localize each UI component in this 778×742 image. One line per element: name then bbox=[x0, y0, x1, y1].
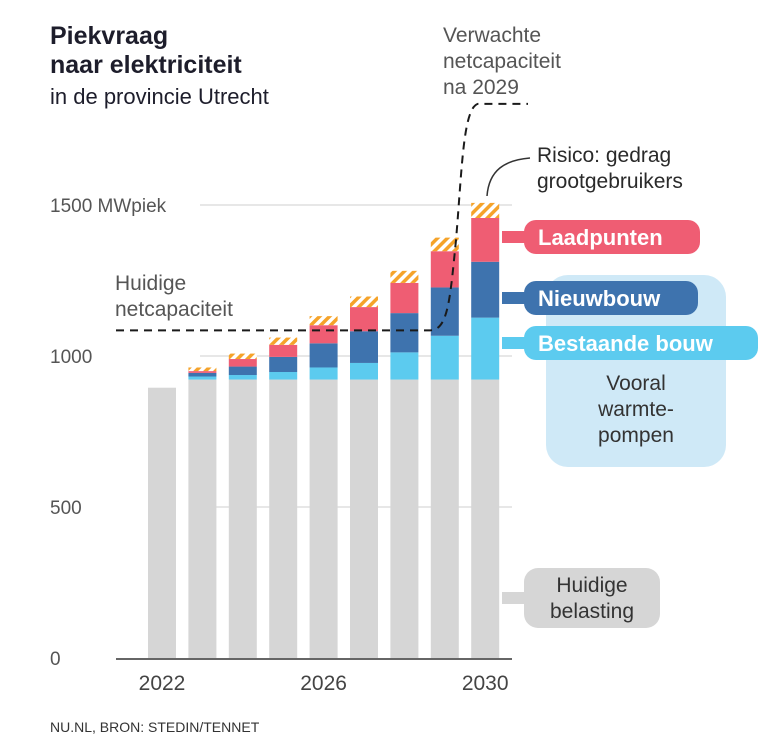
bar-base-2030 bbox=[471, 379, 500, 658]
y-tick-label-1500: 1500 MWpiek bbox=[50, 196, 167, 217]
bar-stack-2029 bbox=[430, 237, 459, 658]
bar-risk-2028 bbox=[390, 270, 419, 283]
bar-risk-2024 bbox=[228, 353, 257, 360]
legend-existing-pill bbox=[524, 326, 758, 360]
legend-base-pill bbox=[524, 568, 660, 628]
heat-pump-note-box bbox=[546, 275, 726, 467]
chart-subtitle: in de provincie Utrecht bbox=[50, 84, 269, 109]
bar-base-2026 bbox=[309, 379, 338, 658]
bar-existing-2027 bbox=[350, 362, 378, 380]
bar-new-2026 bbox=[309, 343, 338, 368]
bar-base-2028 bbox=[390, 379, 419, 658]
bar-new-2029 bbox=[430, 287, 459, 336]
bar-stack-2023 bbox=[188, 367, 217, 658]
bar-new-2025 bbox=[269, 356, 298, 373]
expected-capacity-label-line1: Verwachte bbox=[443, 24, 541, 47]
bar-new-2023 bbox=[188, 372, 217, 377]
risk-leader-line bbox=[486, 157, 531, 197]
risk-label-line1: Risico: gedrag bbox=[537, 144, 671, 167]
heat-pump-note-line2: warmte- bbox=[597, 398, 674, 421]
bar-risk-2027 bbox=[350, 296, 378, 308]
bar-charging-2026 bbox=[309, 325, 338, 344]
bar-existing-2029 bbox=[430, 335, 459, 380]
bar-base-2024 bbox=[228, 379, 257, 658]
y-tick-label-1000: 1000 bbox=[50, 347, 92, 368]
bar-stacks bbox=[148, 202, 500, 658]
bar-charging-2030 bbox=[471, 217, 500, 262]
legend-charging-label: Laadpunten bbox=[538, 225, 663, 250]
legend-existing-label: Bestaande bouw bbox=[538, 331, 714, 356]
bar-stack-2022 bbox=[148, 387, 176, 658]
expected-capacity-label-line2: netcapaciteit bbox=[443, 50, 561, 73]
chart-title-line2: naar elektriciteit bbox=[50, 51, 242, 79]
bar-risk-2023 bbox=[188, 367, 217, 372]
bar-stack-2028 bbox=[390, 270, 419, 658]
bar-base-2022 bbox=[148, 387, 176, 658]
bar-charging-2025 bbox=[269, 344, 298, 357]
bar-new-2024 bbox=[228, 366, 257, 376]
bar-risk-2026 bbox=[309, 316, 338, 326]
bar-existing-2026 bbox=[309, 367, 338, 380]
heat-pump-note-line3: pompen bbox=[598, 424, 674, 447]
bar-charging-2023 bbox=[188, 371, 217, 373]
bar-new-2028 bbox=[390, 313, 419, 353]
bar-stack-2027 bbox=[350, 296, 378, 658]
legend-base-label-line1: Huidige bbox=[556, 574, 627, 597]
bar-existing-2028 bbox=[390, 352, 419, 380]
bar-existing-2025 bbox=[269, 372, 298, 380]
bar-charging-2024 bbox=[228, 359, 257, 367]
bar-existing-2023 bbox=[188, 376, 217, 380]
bar-new-2030 bbox=[471, 261, 500, 318]
legend-new-pill bbox=[524, 281, 698, 315]
source-note: NU.NL, BRON: STEDIN/TENNET bbox=[50, 719, 260, 735]
x-axis-ticks: 2022 2026 2030 bbox=[139, 672, 509, 695]
bar-base-2027 bbox=[350, 379, 378, 658]
bar-base-2025 bbox=[269, 379, 298, 658]
capacity-line bbox=[116, 102, 528, 332]
bar-base-2029 bbox=[430, 379, 459, 658]
y-tick-label-0: 0 bbox=[50, 649, 61, 670]
bar-stack-2025 bbox=[269, 337, 298, 658]
x-tick-label-2022: 2022 bbox=[139, 672, 186, 695]
bar-risk-2030 bbox=[471, 202, 500, 218]
bar-charging-2027 bbox=[350, 307, 378, 332]
bar-existing-2024 bbox=[228, 375, 257, 380]
y-axis-ticks: 0 500 1000 1500 MWpiek bbox=[50, 196, 167, 670]
legend-base-label-line2: belasting bbox=[550, 600, 634, 623]
y-tick-label-500: 500 bbox=[50, 498, 82, 519]
legend-charging-pill bbox=[524, 220, 700, 254]
bar-risk-2025 bbox=[269, 337, 298, 345]
current-capacity-label-line1: Huidige bbox=[115, 272, 186, 295]
x-tick-label-2026: 2026 bbox=[300, 672, 347, 695]
expected-capacity-label-line3: na 2029 bbox=[443, 76, 519, 99]
bar-existing-2030 bbox=[471, 317, 500, 380]
bar-stack-2030 bbox=[471, 202, 500, 658]
current-capacity-label-line2: netcapaciteit bbox=[115, 298, 233, 321]
risk-label-line2: grootgebruikers bbox=[537, 170, 683, 193]
bar-stack-2026 bbox=[309, 316, 338, 658]
bar-base-2023 bbox=[188, 379, 217, 658]
legend-new-label: Nieuwbouw bbox=[538, 286, 661, 311]
bar-stack-2024 bbox=[228, 353, 257, 658]
bar-new-2027 bbox=[350, 331, 378, 363]
x-tick-label-2030: 2030 bbox=[462, 672, 509, 695]
bar-charging-2028 bbox=[390, 282, 419, 314]
bar-risk-2029 bbox=[430, 237, 459, 252]
heat-pump-note-line1: Vooral bbox=[606, 372, 666, 395]
chart-title-line1: Piekvraag bbox=[50, 22, 168, 50]
